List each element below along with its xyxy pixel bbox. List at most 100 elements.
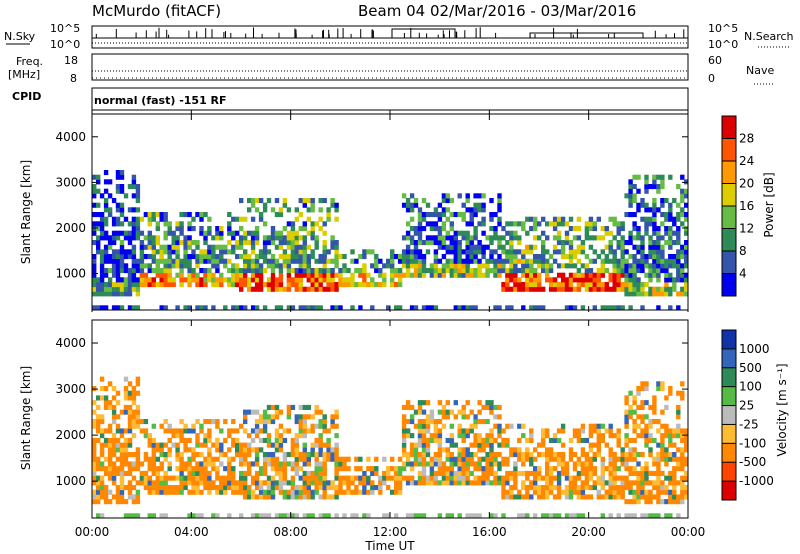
data-cell — [680, 212, 685, 218]
data-cell — [195, 244, 200, 250]
data-cell — [509, 249, 514, 255]
data-cell — [680, 390, 685, 396]
data-cell — [334, 409, 339, 415]
data-cell — [322, 475, 327, 481]
data-cell — [596, 475, 601, 481]
data-cell — [529, 258, 534, 264]
data-cell — [231, 272, 236, 278]
data-cell — [167, 272, 172, 278]
data-cell — [664, 268, 669, 274]
data-cell — [175, 428, 180, 434]
data-cell — [568, 263, 574, 269]
data-cell — [211, 254, 216, 260]
data-cell — [239, 442, 244, 448]
data-cell — [501, 485, 506, 491]
data-cell — [258, 437, 264, 443]
data-cell — [310, 282, 315, 288]
data-cell — [207, 258, 212, 264]
data-cell — [453, 480, 458, 486]
data-cell — [92, 184, 97, 190]
data-cell — [505, 470, 510, 476]
data-cell — [250, 263, 256, 269]
data-cell — [127, 249, 133, 255]
data-cell — [636, 452, 641, 458]
data-cell — [159, 475, 164, 481]
data-cell — [187, 447, 192, 453]
data-cell — [306, 494, 311, 500]
data-cell — [564, 485, 570, 491]
data-cell — [334, 470, 339, 476]
data-cell — [560, 466, 566, 472]
data-cell — [135, 390, 141, 396]
data-cell — [211, 442, 216, 448]
data-cell — [318, 216, 323, 222]
data-cell — [548, 268, 554, 274]
data-cell — [652, 494, 657, 500]
data-cell — [533, 216, 538, 222]
data-cell — [501, 249, 506, 255]
data-cell — [131, 216, 137, 222]
data-cell — [405, 198, 411, 204]
data-cell — [175, 235, 180, 241]
data-cell — [223, 249, 228, 255]
data-cell — [608, 480, 613, 486]
data-cell — [199, 513, 204, 519]
data-cell — [664, 513, 669, 519]
data-cell — [92, 263, 97, 269]
data-cell — [576, 494, 582, 500]
data-cell — [286, 513, 292, 519]
data-cell — [572, 513, 578, 519]
data-cell — [195, 480, 200, 486]
data-cell — [290, 244, 296, 250]
data-cell — [92, 221, 97, 227]
data-cell — [147, 216, 152, 222]
data-cell — [131, 179, 137, 185]
data-cell — [469, 254, 474, 260]
data-cell — [425, 414, 431, 420]
data-cell — [207, 485, 212, 491]
data-cell — [469, 456, 474, 462]
data-cell — [417, 240, 423, 246]
data-cell — [326, 249, 331, 255]
data-cell — [322, 456, 327, 462]
data-cell — [243, 452, 248, 458]
data-cell — [457, 240, 462, 246]
data-cell — [175, 456, 180, 462]
data-cell — [207, 216, 212, 222]
data-cell — [294, 258, 299, 264]
data-cell — [449, 268, 454, 274]
data-cell — [231, 277, 236, 283]
data-cell — [127, 442, 133, 448]
data-cell — [219, 282, 224, 288]
data-cell — [127, 513, 133, 519]
data-cell — [632, 428, 637, 434]
data-cell — [135, 456, 141, 462]
data-cell — [469, 212, 474, 218]
data-cell — [604, 282, 609, 288]
data-cell — [187, 456, 192, 462]
data-cell — [326, 442, 331, 448]
data-cell — [596, 489, 601, 495]
data-cell — [262, 428, 268, 434]
data-cell — [235, 480, 240, 486]
data-cell — [521, 513, 526, 519]
data-cell — [362, 475, 367, 481]
data-cell — [680, 461, 685, 467]
data-cell — [437, 212, 443, 218]
data-cell — [628, 198, 633, 204]
data-cell — [548, 489, 554, 495]
data-cell — [628, 489, 633, 495]
data-cell — [632, 268, 637, 274]
data-cell — [151, 489, 156, 495]
data-cell — [664, 404, 669, 410]
data-cell — [147, 212, 152, 218]
data-cell — [338, 489, 343, 495]
data-cell — [608, 470, 613, 476]
data-cell — [314, 277, 319, 283]
data-cell — [541, 258, 546, 264]
data-cell — [417, 254, 423, 260]
data-cell — [119, 254, 125, 260]
data-cell — [155, 221, 160, 227]
data-cell — [127, 207, 133, 213]
data-cell — [239, 235, 244, 241]
